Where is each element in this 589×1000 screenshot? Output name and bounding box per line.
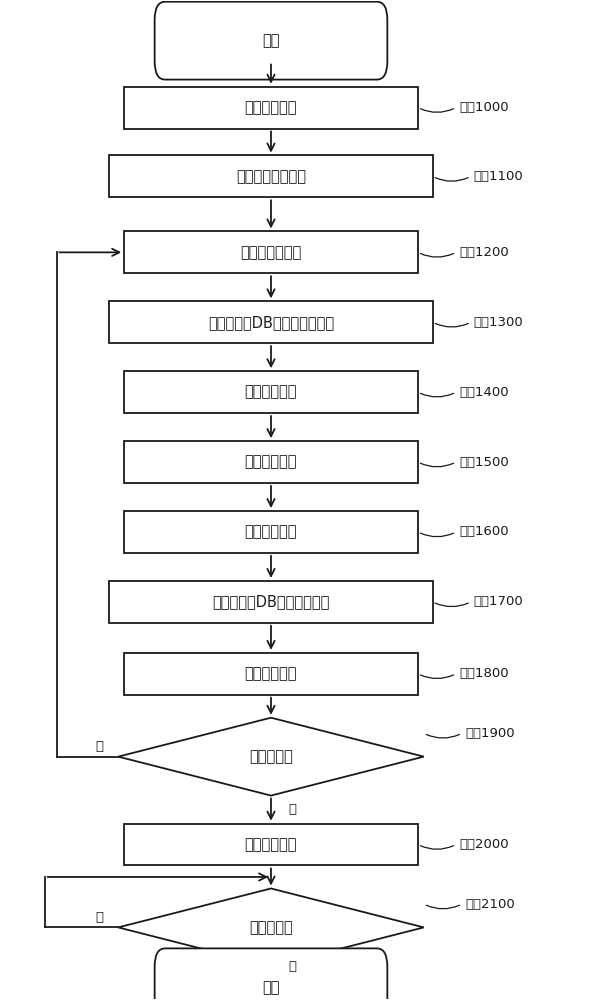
Bar <box>110 155 432 197</box>
Text: 步骤2000: 步骤2000 <box>459 838 509 851</box>
Text: 步骤1800: 步骤1800 <box>459 667 509 680</box>
Text: 开始: 开始 <box>262 33 280 48</box>
Text: 步骤1500: 步骤1500 <box>459 456 509 469</box>
Text: 结束: 结束 <box>262 980 280 995</box>
Text: 向模型构筑DB保存前处理结果: 向模型构筑DB保存前处理结果 <box>208 315 334 330</box>
Text: 结束处理？: 结束处理？ <box>249 920 293 935</box>
Text: 学习操作方法: 学习操作方法 <box>245 524 297 539</box>
Bar <box>124 653 418 695</box>
Text: 步骤1600: 步骤1600 <box>459 525 509 538</box>
Bar <box>110 581 432 623</box>
Text: 设定执行条件: 设定执行条件 <box>245 100 297 115</box>
Text: 步骤1900: 步骤1900 <box>465 727 515 740</box>
Text: 否: 否 <box>95 740 104 753</box>
Text: 步骤1300: 步骤1300 <box>474 316 524 329</box>
Bar <box>124 371 418 413</box>
Text: 步骤1700: 步骤1700 <box>474 595 524 608</box>
Text: 取得测量信号数据: 取得测量信号数据 <box>236 169 306 184</box>
Polygon shape <box>118 718 423 796</box>
Bar <box>124 511 418 553</box>
Bar <box>124 824 418 865</box>
Text: 执行控制？: 执行控制？ <box>249 749 293 764</box>
FancyBboxPatch shape <box>155 948 388 1000</box>
Text: 生成控制信号: 生成控制信号 <box>245 666 297 681</box>
Text: 否: 否 <box>95 911 104 924</box>
Text: 是: 是 <box>289 960 297 973</box>
Text: 步骤1200: 步骤1200 <box>459 246 509 259</box>
Bar <box>124 87 418 129</box>
Text: 步骤2100: 步骤2100 <box>465 898 515 911</box>
Bar <box>124 441 418 483</box>
Text: 学习统计模型: 学习统计模型 <box>245 455 297 470</box>
Text: 执行数据前处理: 执行数据前处理 <box>240 245 302 260</box>
Text: 是: 是 <box>289 803 297 816</box>
Text: 步骤1000: 步骤1000 <box>459 101 509 114</box>
Polygon shape <box>118 888 423 966</box>
FancyBboxPatch shape <box>155 2 388 80</box>
Text: 向学习信息DB保存学习结果: 向学习信息DB保存学习结果 <box>212 594 330 609</box>
Text: 调整统计模型: 调整统计模型 <box>245 385 297 400</box>
Text: 步骤1400: 步骤1400 <box>459 386 509 399</box>
Text: 步骤1100: 步骤1100 <box>474 170 524 183</box>
Bar <box>124 231 418 273</box>
Text: 控制大型设备: 控制大型设备 <box>245 837 297 852</box>
Bar <box>110 301 432 343</box>
